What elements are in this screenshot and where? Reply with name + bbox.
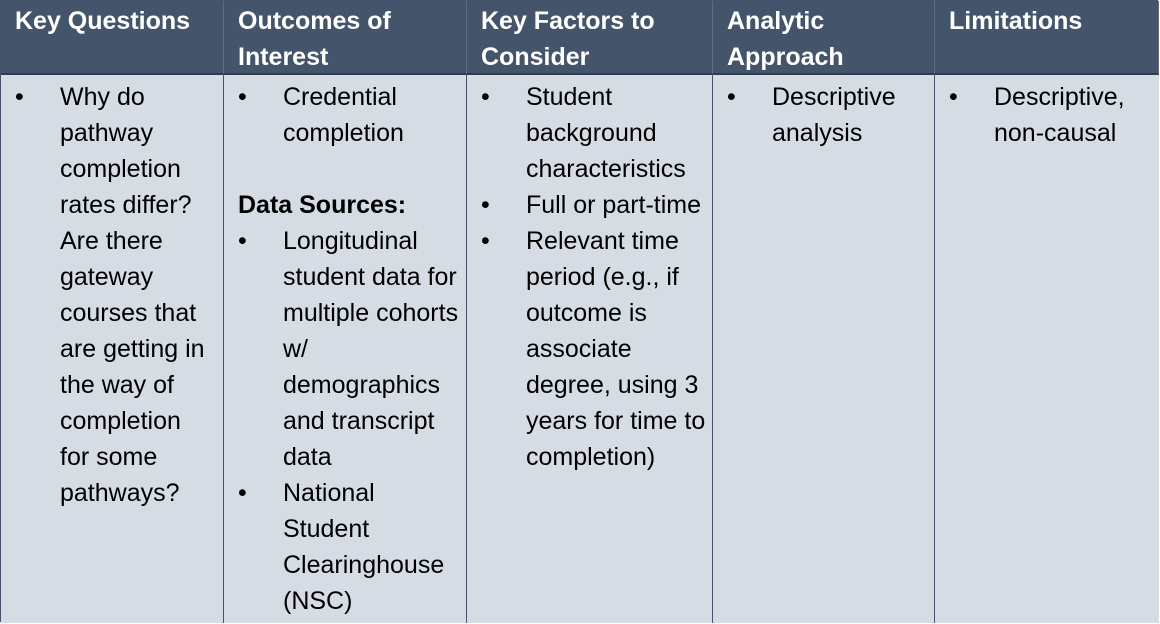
cell-outcomes-of-interest: Credential completion Data Sources: Long… [224,75,467,623]
limitations-list: Descriptive, non-causal [949,79,1153,151]
header-limitations: Limitations [935,1,1159,75]
list-item: Relevant time period (e.g., if outcome i… [481,223,706,475]
header-analytic-approach: Analytic Approach [713,1,935,75]
list-item: Longitudinal student data for multiple c… [238,223,460,475]
list-item: Descriptive, non-causal [949,79,1153,151]
list-item: Descriptive analysis [727,79,928,151]
header-key-factors: Key Factors to Consider [467,1,713,75]
list-item: Why do pathway completion rates differ? … [15,79,217,511]
cell-key-questions: Why do pathway completion rates differ? … [1,75,224,623]
outcomes-list: Credential completion [238,79,460,151]
list-item: Credential completion [238,79,460,151]
header-key-questions: Key Questions [1,1,224,75]
list-item: National Student Clearinghouse (NSC) [238,475,460,619]
analytic-approach-list: Descriptive analysis [727,79,928,151]
cell-key-factors: Student background characteristics Full … [467,75,713,623]
data-sources-label: Data Sources: [238,191,407,219]
key-questions-list: Why do pathway completion rates differ? … [15,79,217,511]
key-factors-list: Student background characteristics Full … [481,79,706,475]
data-sources-list: Longitudinal student data for multiple c… [238,223,460,619]
list-item: Student background characteristics [481,79,706,187]
cell-analytic-approach: Descriptive analysis [713,75,935,623]
list-item: Full or part-time [481,187,706,223]
header-outcomes-of-interest: Outcomes of Interest [224,1,467,75]
cell-limitations: Descriptive, non-causal [935,75,1159,623]
